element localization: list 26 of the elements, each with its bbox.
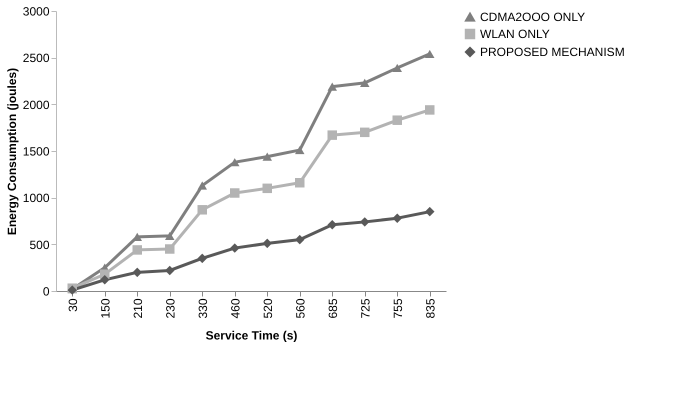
x-tick-label: 210 — [130, 298, 145, 319]
x-tick-label: 330 — [196, 298, 210, 319]
y-tick-label: 0 — [42, 284, 50, 298]
y-tick-label: 500 — [29, 238, 50, 252]
y-tick-label: 2500 — [22, 51, 50, 66]
x-tick-label: 755 — [390, 298, 405, 319]
y-axis-title: Energy Consumption (joules) — [4, 68, 19, 236]
point — [328, 220, 337, 230]
x-tick-label: 685 — [326, 298, 340, 319]
x-tick-label: 835 — [423, 298, 438, 319]
y-tick-label: 3000 — [22, 4, 50, 18]
x-axis-title: Service Time (s) — [206, 328, 298, 343]
x-tick-label: 460 — [228, 298, 242, 319]
x-tick-label: 560 — [293, 298, 308, 319]
x-tick-label: 230 — [163, 298, 178, 319]
x-tick-label: 520 — [260, 298, 275, 319]
y-tick-label: 1000 — [22, 191, 50, 206]
point — [295, 178, 304, 188]
x-tick-label: 725 — [358, 298, 372, 319]
x-tick-label: 150 — [98, 298, 112, 319]
y-tick-label: 1500 — [22, 144, 50, 158]
y-tick-label: 2000 — [22, 98, 50, 112]
legend-label: CDMA2OOO ONLY — [480, 10, 586, 24]
x-tick-label: 30 — [66, 298, 80, 312]
legend-label: PROPOSED MECHANISM — [480, 45, 625, 59]
legend-label: WLAN ONLY — [480, 27, 550, 41]
